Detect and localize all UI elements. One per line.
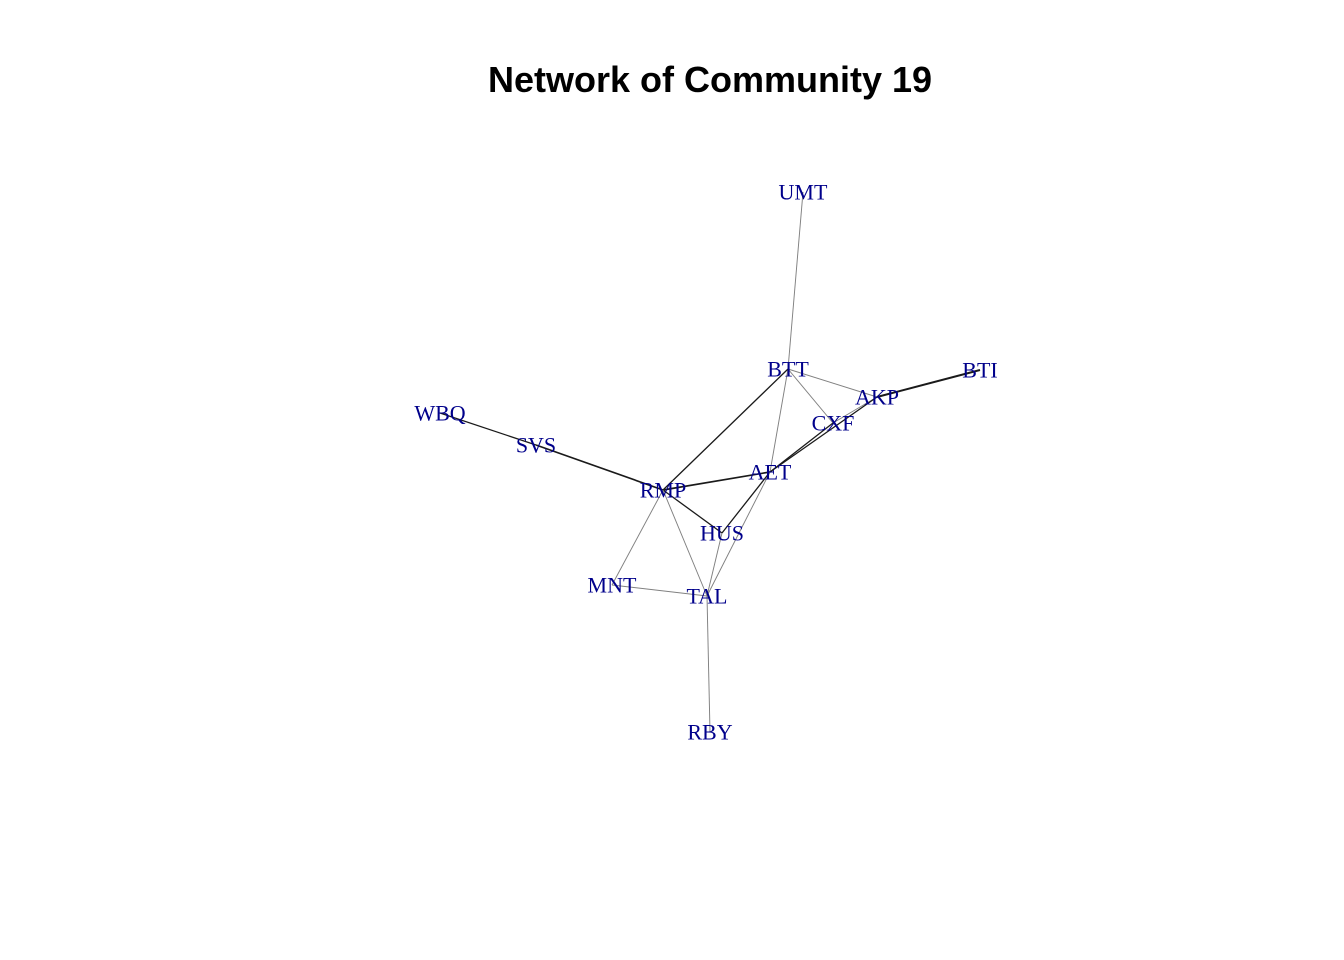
edge-umt-btt <box>787 191 804 370</box>
edge-rmp-mnt <box>611 489 664 586</box>
node-label-tal: TAL <box>686 584 727 609</box>
node-label-wbq: WBQ <box>414 401 465 426</box>
edge-btt-cxf <box>787 368 834 424</box>
edge-btt-aet <box>769 368 789 473</box>
node-label-btt: BTT <box>767 357 809 382</box>
chart-title: Network of Community 19 <box>487 59 933 100</box>
node-label-hus: HUS <box>700 521 744 546</box>
edge-cxf-aet <box>769 422 834 473</box>
node-label-svs: SVS <box>516 433 556 458</box>
node-label-rmp: RMP <box>640 478 686 503</box>
node-label-umt: UMT <box>779 180 828 205</box>
edge-svs-rmp <box>535 444 664 491</box>
edge-rmp-aet <box>662 471 771 491</box>
edge-hus-tal <box>706 532 723 597</box>
edge-btt-akp <box>787 368 878 398</box>
edge-aet-tal <box>706 471 771 597</box>
edge-tal-rby <box>706 595 711 733</box>
edge-akp-bti <box>876 369 981 398</box>
node-label-bti: BTI <box>962 358 997 383</box>
node-label-akp: AKP <box>855 385 899 410</box>
edge-rmp-tal <box>662 489 708 597</box>
node-label-mnt: MNT <box>588 573 637 598</box>
node-label-cxf: CXF <box>812 411 855 436</box>
edge-akp-cxf <box>832 396 878 424</box>
edge-btt-rmp <box>662 368 789 491</box>
edge-mnt-tal <box>611 584 708 597</box>
edges-layer <box>439 191 981 733</box>
edge-rmp-hus <box>662 489 723 534</box>
edge-aet-hus <box>721 471 771 534</box>
node-label-aet: AET <box>749 460 792 485</box>
edge-wbq-svs <box>439 412 537 446</box>
node-label-rby: RBY <box>687 720 732 745</box>
edge-akp-aet <box>769 396 878 473</box>
